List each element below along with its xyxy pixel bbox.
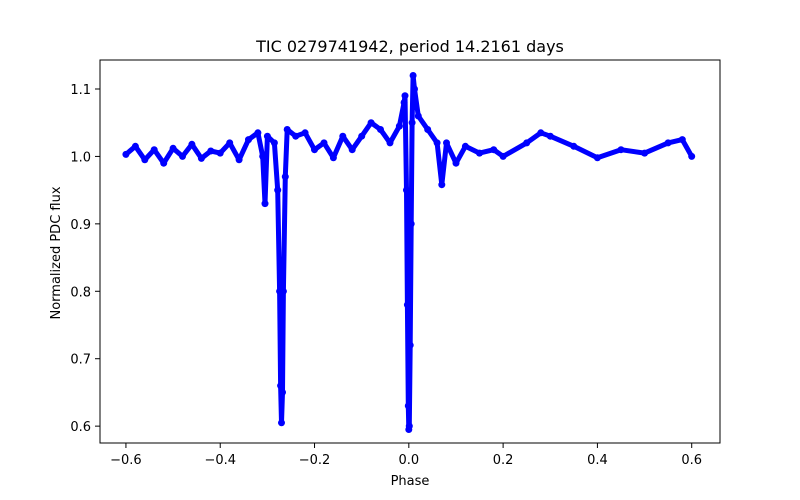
data-point [546,132,554,140]
data-point [216,149,224,157]
data-point [452,159,460,167]
data-point [339,132,347,140]
x-axis-label: Phase [391,474,430,489]
plot-area [122,72,696,433]
data-point [664,139,672,147]
data-point [301,129,309,137]
plot-frame [99,59,721,444]
data-point [490,146,498,154]
series-line-0 [123,73,695,432]
data-point [395,122,403,130]
data-point [150,146,158,154]
data-point [254,129,262,137]
data-point [377,126,384,133]
data-point [281,173,289,181]
data-point [403,301,411,309]
y-tick-label: 0.8 [70,285,91,300]
data-point [358,132,366,140]
data-point [169,144,177,152]
x-tick-label: −0.4 [204,453,236,468]
data-point [403,186,410,194]
data-point [406,341,414,349]
x-tick-label: −0.6 [110,453,142,468]
data-point [292,132,300,140]
data-point [476,149,483,157]
data-point [259,152,267,160]
data-point [617,146,625,154]
y-tick-label: 0.6 [70,420,91,435]
data-point [443,139,450,147]
data-point [188,140,196,148]
data-point [438,181,446,189]
data-point [348,146,356,154]
chart-title: TIC 0279741942, period 14.2161 days [255,37,564,56]
data-point [279,287,287,295]
data-point [523,139,531,147]
y-tick-label: 0.7 [70,353,91,368]
data-point [593,154,601,162]
data-point [278,419,285,427]
data-point [407,220,415,228]
data-point [386,139,394,147]
data-point [329,154,337,162]
data-point [245,136,252,144]
x-tick-label: 0.2 [493,453,514,468]
y-axis-label: Normalized PDC flux [49,186,64,319]
data-point [678,136,686,144]
data-point [411,85,418,93]
x-tick-label: −0.2 [299,453,331,468]
x-tick-label: 0.4 [587,453,608,468]
data-point [235,156,243,164]
data-point [279,388,286,396]
data-point [320,139,328,147]
data-point [263,132,271,140]
data-point [179,152,186,160]
data-point [207,147,215,155]
data-point [688,152,696,160]
data-point [131,142,139,150]
data-point [405,422,413,430]
y-tick-label: 1.1 [70,83,91,98]
data-point [160,159,168,167]
data-point [401,92,409,100]
data-point [409,72,417,79]
data-point [141,156,149,164]
data-point [122,150,130,158]
data-point [641,149,649,157]
data-point [274,186,282,194]
data-point [408,119,416,127]
data-point [461,142,469,150]
data-point [570,142,578,150]
data-point [226,139,234,147]
data-point [424,126,432,133]
data-point [283,126,291,133]
y-tick-label: 0.9 [70,218,91,233]
axes: −0.6 −0.4 −0.2 0.0 0.2 0.4 0.6 0.6 0.7 0.8 0.9 1.0 1… [70,59,721,468]
data-point [499,152,507,160]
y-tick-label: 1.0 [70,150,91,165]
data-point [270,139,278,147]
data-point [433,139,441,147]
data-point [400,99,408,106]
data-point [404,402,412,410]
data-point [414,112,422,120]
data-point [197,154,205,162]
data-point [311,146,318,154]
data-point [277,382,285,390]
data-point [537,129,545,137]
x-tick-label: 0.6 [681,453,702,468]
x-tick-label: 0.0 [398,453,419,468]
data-point [261,200,269,208]
data-point [367,119,375,127]
